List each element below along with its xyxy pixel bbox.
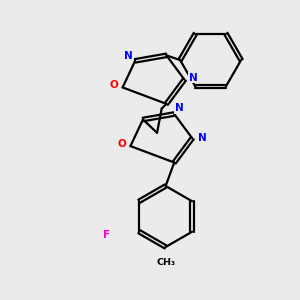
Text: F: F — [103, 230, 110, 240]
Text: O: O — [118, 139, 126, 149]
Text: N: N — [198, 133, 207, 143]
Text: N: N — [175, 103, 183, 113]
Text: CH₃: CH₃ — [156, 258, 175, 267]
Text: N: N — [124, 51, 133, 61]
Text: O: O — [110, 80, 118, 91]
Text: N: N — [189, 73, 197, 82]
